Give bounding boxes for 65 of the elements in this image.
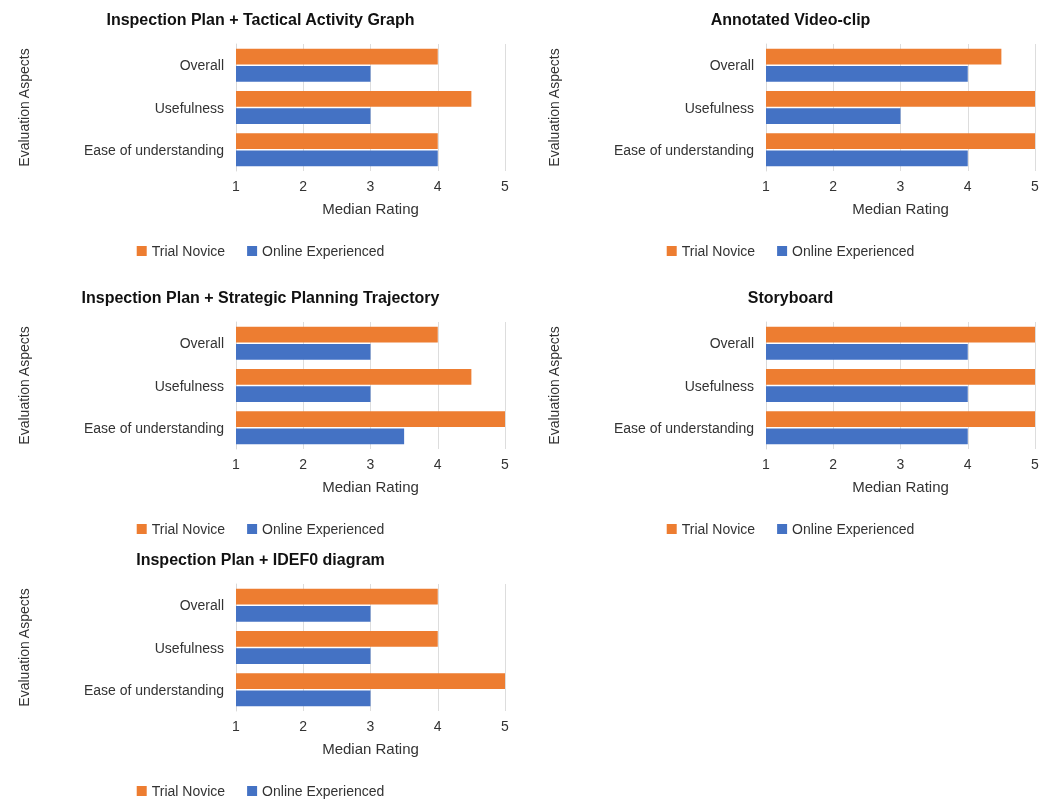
y-axis-title: Evaluation Aspects [16, 48, 32, 167]
x-tick-label: 1 [232, 718, 241, 734]
legend-label: Trial Novice [681, 243, 756, 259]
y-tick-label: Ease of understanding [83, 681, 224, 698]
y-tick-label: Overall [179, 597, 224, 614]
x-tick-label: 4 [433, 718, 442, 734]
x-tick-label: 5 [501, 178, 510, 194]
x-tick-label: 1 [762, 456, 771, 472]
legend-label: Online Experienced [792, 521, 915, 537]
x-tick-label: 3 [366, 178, 375, 194]
y-axis-title: Evaluation Aspects [546, 48, 562, 167]
x-tick-label: 5 [501, 456, 510, 472]
x-tick-label: 1 [232, 456, 241, 472]
y-tick-label: Usefulness [684, 377, 754, 394]
x-tick-label: 3 [896, 178, 905, 194]
y-tick-label: Overall [179, 335, 224, 352]
legend-label: Trial Novice [681, 521, 756, 537]
legend-label: Online Experienced [262, 783, 385, 799]
y-axis-title: Evaluation Aspects [16, 326, 32, 445]
chart-title: Inspection Plan + IDEF0 diagram [136, 550, 385, 568]
y-tick-label: Usefulness [684, 99, 754, 116]
legend-label: Online Experienced [262, 521, 385, 537]
y-tick-label: Ease of understanding [613, 141, 754, 158]
y-tick-label: Overall [709, 57, 754, 74]
legend-label: Trial Novice [151, 783, 226, 799]
chart-title: Storyboard [747, 288, 834, 306]
x-tick-label: 2 [299, 178, 308, 194]
y-tick-label: Usefulness [154, 639, 224, 656]
legend-label: Trial Novice [151, 521, 226, 537]
y-tick-label: Overall [179, 57, 224, 74]
legend-label: Online Experienced [262, 243, 385, 259]
x-tick-label: 2 [829, 178, 838, 194]
x-tick-label: 4 [963, 178, 972, 194]
y-tick-label: Ease of understanding [613, 419, 754, 436]
x-tick-label: 5 [1031, 456, 1040, 472]
chart-title: Annotated Video-clip [710, 10, 871, 28]
y-tick-label: Usefulness [154, 99, 224, 116]
x-tick-label: 3 [366, 456, 375, 472]
legend-label: Trial Novice [151, 243, 226, 259]
y-tick-label: Ease of understanding [83, 141, 224, 158]
y-tick-label: Ease of understanding [83, 419, 224, 436]
x-tick-label: 1 [232, 178, 241, 194]
y-tick-label: Overall [709, 335, 754, 352]
x-tick-label: 2 [299, 718, 308, 734]
x-tick-label: 4 [433, 456, 442, 472]
legend-label: Online Experienced [792, 243, 915, 259]
x-tick-label: 5 [501, 718, 510, 734]
x-axis-title: Median Rating [852, 200, 949, 217]
x-tick-label: 2 [299, 456, 308, 472]
x-tick-label: 4 [963, 456, 972, 472]
chart-title: Inspection Plan + Strategic Planning Trajectory [81, 288, 440, 306]
y-tick-label: Usefulness [154, 377, 224, 394]
chart-title: Inspection Plan + Tactical Activity Graph [106, 10, 415, 28]
x-tick-label: 2 [829, 456, 838, 472]
y-axis-title: Evaluation Aspects [546, 326, 562, 445]
x-tick-label: 5 [1031, 178, 1040, 194]
x-axis-title: Median Rating [852, 478, 949, 495]
x-axis-title: Median Rating [322, 478, 419, 495]
x-tick-label: 3 [896, 456, 905, 472]
x-tick-label: 4 [433, 178, 442, 194]
x-tick-label: 1 [762, 178, 771, 194]
x-axis-title: Median Rating [322, 740, 419, 757]
y-axis-title: Evaluation Aspects [16, 588, 32, 707]
x-axis-title: Median Rating [322, 200, 419, 217]
x-tick-label: 3 [366, 718, 375, 734]
